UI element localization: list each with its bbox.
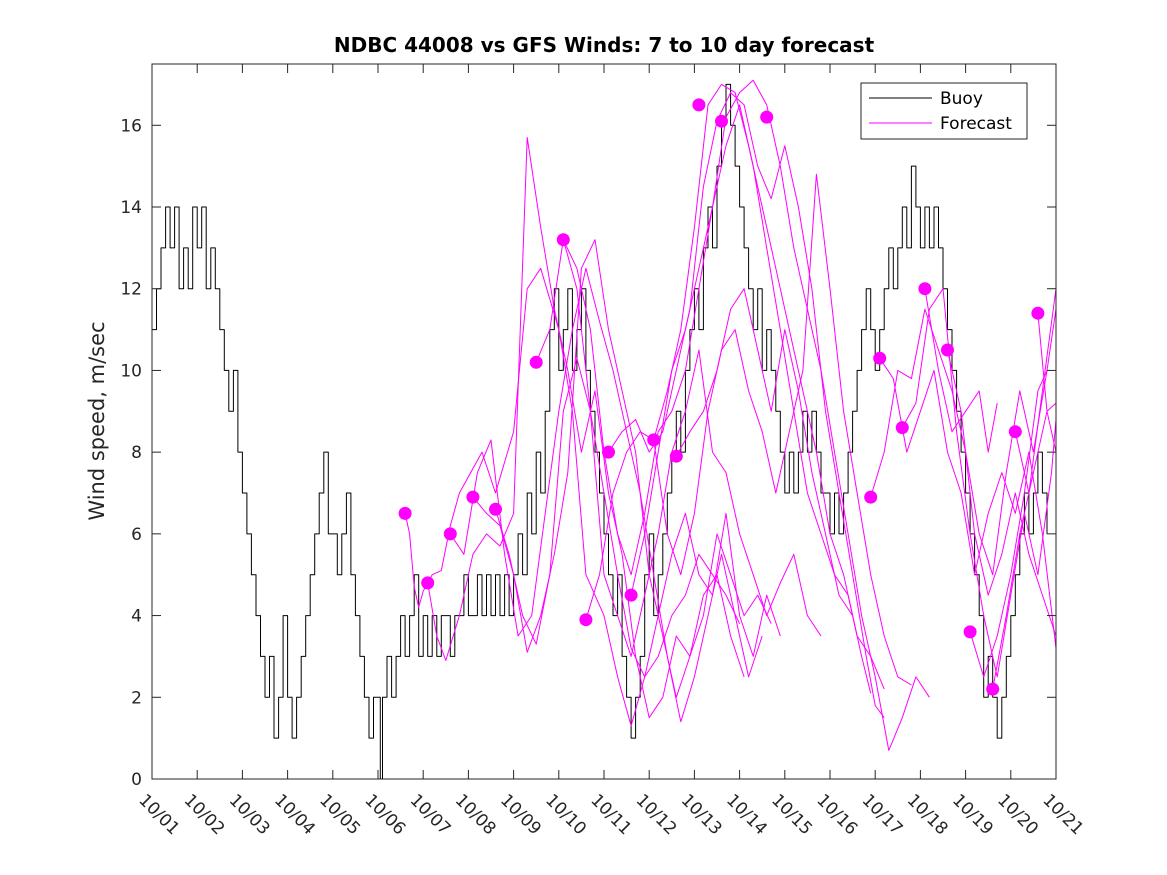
y-tick-label: 4 (131, 607, 142, 627)
forecast-series-line-4 (472, 239, 772, 698)
forecast-marker-9 (624, 588, 638, 602)
forecast-marker-0 (398, 506, 412, 520)
forecast-series-line-5 (495, 357, 781, 678)
forecast-marker-12 (692, 98, 706, 112)
y-tick-label: 0 (131, 770, 142, 790)
forecast-marker-17 (895, 421, 909, 435)
legend-box (860, 82, 1028, 140)
y-tick-label: 10 (120, 361, 142, 381)
legend-buoy-label: Buoy (940, 89, 983, 109)
forecast-marker-1 (421, 576, 435, 590)
forecast-marker-3 (466, 490, 480, 504)
forecast-series-line-16 (924, 288, 998, 453)
y-tick-label: 8 (131, 443, 142, 463)
chart-title: NDBC 44008 vs GFS Winds: 7 to 10 day for… (334, 33, 875, 57)
forecast-marker-15 (864, 490, 878, 504)
y-tick-label: 16 (120, 116, 142, 136)
forecast-marker-4 (489, 502, 502, 516)
y-axis: 0 2 4 6 8 10 12 14 16 (120, 116, 1056, 790)
forecast-marker-22 (1008, 425, 1022, 439)
legend-forecast-label: Forecast (940, 114, 1012, 134)
forecast-marker-16 (873, 351, 887, 365)
forecast-series-line-21 (1037, 313, 1057, 453)
y-axis-label: Wind speed, m/sec (85, 321, 109, 520)
series-group (152, 79, 1057, 780)
forecast-markers (398, 98, 1045, 696)
forecast-marker-11 (669, 449, 683, 463)
forecast-marker-23 (1031, 306, 1045, 320)
forecast-marker-20 (963, 625, 977, 639)
y-tick-label: 2 (131, 688, 142, 708)
y-tick-label: 12 (120, 280, 142, 300)
forecast-series-line-10 (630, 79, 930, 751)
forecast-series-line-11 (653, 173, 912, 686)
forecast-marker-13 (715, 114, 728, 128)
forecast-marker-21 (986, 682, 1000, 696)
y-tick-label: 6 (131, 525, 142, 545)
forecast-marker-7 (579, 613, 593, 627)
forecast-series-line-7 (562, 104, 872, 694)
forecast-series-line-15 (901, 288, 1057, 678)
forecast-marker-19 (941, 343, 954, 357)
forecast-marker-14 (760, 110, 774, 124)
forecast-series-line-14 (879, 357, 1057, 649)
forecast-series-line-8 (585, 83, 885, 690)
forecast-marker-8 (602, 445, 615, 459)
forecast-series-line-12 (675, 288, 854, 616)
y-tick-label: 14 (120, 198, 142, 218)
forecast-series-line-6 (535, 239, 822, 657)
forecast-marker-5 (529, 355, 543, 369)
forecast-series-line-17 (947, 349, 1057, 637)
forecast-marker-6 (556, 233, 570, 247)
forecast-marker-18 (918, 282, 932, 296)
forecast-series-line-18 (969, 370, 1048, 678)
legend: Buoy Forecast (860, 82, 1028, 140)
forecast-series-line-19 (992, 402, 1057, 690)
forecast-series-line-20 (1014, 288, 1057, 494)
forecast-marker-2 (443, 527, 457, 541)
forecast-marker-10 (647, 433, 661, 447)
